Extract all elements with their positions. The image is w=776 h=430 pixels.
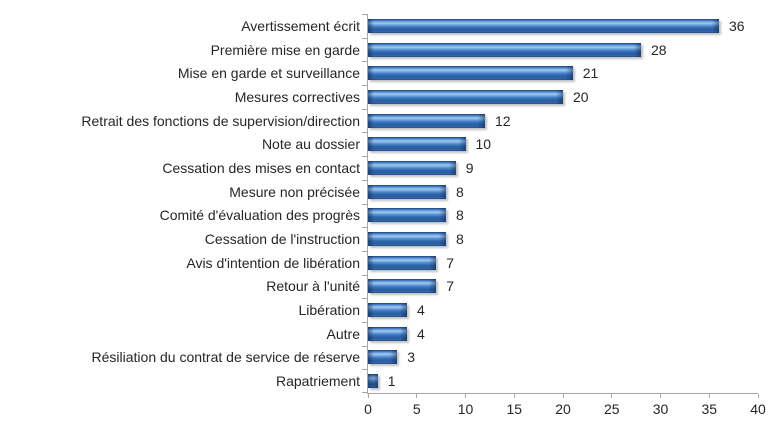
- x-axis-tick: [513, 394, 515, 398]
- x-axis-tick-label: 20: [555, 401, 571, 417]
- category-label: Première mise en garde: [210, 41, 360, 58]
- value-label: 20: [573, 88, 589, 105]
- value-label: 36: [729, 17, 745, 34]
- value-label: 7: [446, 254, 455, 271]
- y-axis-tick: [362, 14, 367, 15]
- category-label: Résiliation du contrat de service de rés…: [91, 349, 360, 366]
- y-axis-tick: [362, 274, 367, 276]
- category-label: Note au dossier: [261, 136, 360, 153]
- category-axis: Avertissement écrit Première mise en gard…: [0, 14, 360, 393]
- x-axis-tick-label: 5: [412, 401, 421, 417]
- bar: [368, 66, 573, 81]
- plot-area: 36 28 21 20 12 10 9 8 8 8 7 7 4 4 3 1 0 5 10 15 20 25 30 35 40: [362, 14, 766, 417]
- y-axis-tick: [362, 298, 367, 300]
- category-label: Autre: [326, 325, 360, 342]
- y-axis-tick: [362, 156, 367, 158]
- category-label: Rapatriement: [275, 373, 360, 390]
- category-label: Cessation des mises en contact: [162, 159, 360, 176]
- bar: [368, 42, 641, 57]
- y-axis-tick: [362, 250, 367, 252]
- value-label: 3: [407, 349, 416, 366]
- value-label: 1: [387, 373, 396, 390]
- x-axis-tick: [367, 394, 369, 398]
- category-label: Libération: [298, 302, 361, 319]
- x-axis-tick: [660, 394, 661, 398]
- bar: [368, 255, 437, 270]
- category-label: Avertissement écrit: [241, 17, 360, 34]
- x-axis-tick-label: 0: [364, 401, 372, 417]
- value-label: 8: [456, 183, 464, 200]
- value-label: 8: [456, 231, 464, 248]
- y-axis-tick: [362, 392, 367, 393]
- y-axis-tick: [362, 369, 367, 371]
- bar: [368, 208, 446, 223]
- x-axis-tick-label: 25: [603, 401, 620, 417]
- x-axis-tick-label: 10: [457, 401, 474, 417]
- value-label: 8: [456, 207, 464, 224]
- x-axis-tick: [708, 394, 710, 398]
- bar: [368, 184, 446, 199]
- y-axis-tick: [362, 321, 367, 323]
- category-label: Mesure non précisée: [229, 183, 360, 200]
- category-label: Mesures correctives: [234, 88, 360, 105]
- x-axis-tick: [611, 394, 613, 398]
- x-axis-tick-label: 40: [750, 401, 766, 417]
- bar: [368, 18, 719, 33]
- bar: [368, 137, 466, 152]
- y-axis-tick: [362, 203, 367, 205]
- category-label: Mise en garde et surveillance: [177, 65, 360, 82]
- y-axis-tick: [362, 179, 367, 181]
- value-label: 21: [582, 65, 599, 82]
- bar: [368, 232, 446, 247]
- category-label: Cessation de l'instruction: [204, 231, 360, 248]
- y-axis-tick: [362, 132, 367, 134]
- y-axis-tick: [362, 61, 367, 63]
- bar: [368, 303, 407, 318]
- bar: [368, 279, 437, 294]
- category-label: Retour à l'unité: [266, 278, 360, 295]
- value-label: 10: [475, 136, 492, 153]
- value-label: 4: [417, 302, 425, 319]
- y-axis-tick: [362, 227, 367, 229]
- category-label: Avis d'intention de libération: [186, 254, 360, 271]
- y-axis-tick: [362, 85, 367, 87]
- value-label: 12: [495, 112, 511, 129]
- x-axis-tick-label: 30: [652, 401, 669, 417]
- bar: [368, 89, 563, 104]
- x-axis-tick-label: 15: [506, 401, 523, 417]
- category-label: Retrait des fonctions de supervision/dir…: [81, 112, 360, 129]
- bar: [368, 113, 485, 128]
- value-label: 28: [651, 41, 667, 58]
- x-axis-tick: [562, 394, 564, 398]
- bar: [368, 160, 456, 175]
- y-axis-tick: [362, 108, 367, 110]
- bar: [368, 350, 398, 365]
- x-axis-tick: [416, 394, 418, 398]
- bar: [368, 326, 407, 341]
- x-axis-tick: [465, 394, 466, 398]
- value-label: 7: [446, 278, 455, 295]
- value-label: 9: [465, 159, 474, 176]
- category-label: Comité d'évaluation des progrès: [159, 207, 360, 224]
- bar: [368, 374, 378, 389]
- value-label: 4: [417, 325, 425, 342]
- y-axis-tick: [362, 345, 367, 347]
- x-axis-tick-label: 35: [701, 401, 718, 417]
- x-axis-tick: [757, 394, 759, 398]
- y-axis-tick: [362, 37, 367, 39]
